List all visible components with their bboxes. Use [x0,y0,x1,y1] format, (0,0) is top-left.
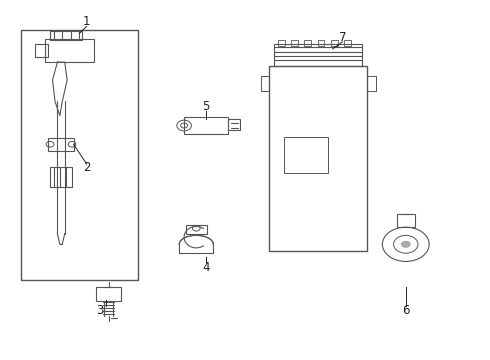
Bar [278,40,285,46]
Bar [397,213,415,227]
Bar [344,40,351,46]
Bar [304,40,311,46]
Bar [186,225,207,234]
Bar [274,44,362,66]
Bar [50,31,82,40]
Bar [45,39,94,62]
Bar [21,30,138,280]
Text: 6: 6 [402,304,410,317]
Text: 5: 5 [202,100,210,113]
Bar [291,40,298,46]
Text: 4: 4 [202,261,210,274]
Bar [48,138,74,151]
Bar [261,76,270,91]
Bar [50,167,72,187]
Bar [367,76,375,91]
Bar [184,117,228,134]
Text: 2: 2 [83,161,90,174]
Bar [270,66,367,251]
Circle shape [401,241,411,248]
Bar [331,40,338,46]
Text: 1: 1 [83,14,90,27]
Text: 7: 7 [339,31,346,44]
Bar [318,40,324,46]
Bar [35,44,48,57]
Text: 3: 3 [97,304,104,317]
Bar [284,137,328,173]
Bar [228,119,240,130]
Bar [97,287,121,301]
